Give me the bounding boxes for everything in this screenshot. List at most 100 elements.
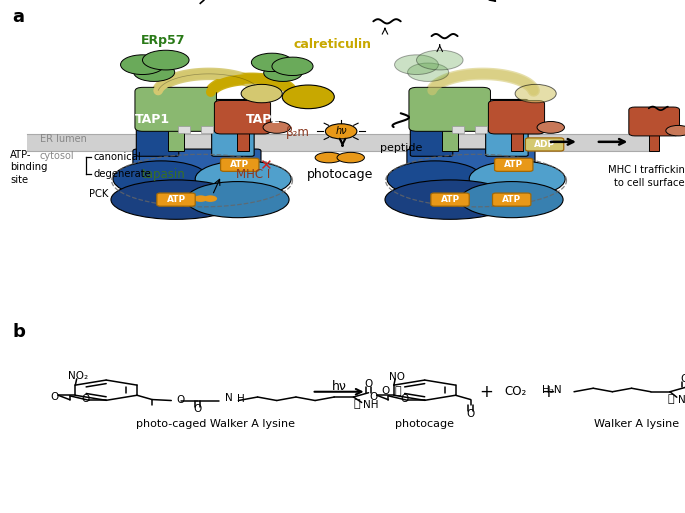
Bar	[178, 126, 190, 133]
Bar	[201, 126, 213, 133]
Text: ATP: ATP	[440, 195, 460, 204]
Ellipse shape	[537, 122, 564, 133]
Ellipse shape	[186, 182, 289, 218]
FancyBboxPatch shape	[431, 193, 469, 206]
Ellipse shape	[325, 124, 357, 139]
Text: H: H	[237, 394, 245, 404]
FancyBboxPatch shape	[493, 193, 531, 206]
Ellipse shape	[241, 84, 282, 103]
Ellipse shape	[666, 125, 685, 136]
Ellipse shape	[387, 161, 483, 197]
Text: ✕: ✕	[259, 158, 271, 173]
Ellipse shape	[282, 85, 334, 109]
Text: N: N	[225, 393, 232, 403]
Text: cytosol: cytosol	[40, 151, 75, 161]
FancyBboxPatch shape	[409, 87, 490, 131]
Ellipse shape	[121, 55, 164, 74]
Text: peptide: peptide	[379, 144, 422, 153]
Text: MHC I trafficking
to cell surface: MHC I trafficking to cell surface	[608, 165, 685, 188]
FancyBboxPatch shape	[488, 101, 545, 134]
Ellipse shape	[134, 63, 175, 82]
FancyBboxPatch shape	[157, 193, 195, 206]
Text: NH: NH	[678, 395, 685, 405]
Text: degenerate: degenerate	[94, 169, 151, 179]
Text: b: b	[12, 323, 25, 341]
FancyBboxPatch shape	[410, 100, 453, 156]
Ellipse shape	[337, 152, 364, 163]
Text: β₂m: β₂m	[286, 127, 310, 140]
Text: hν: hν	[332, 380, 347, 393]
Text: ͯ: ͯ	[667, 393, 674, 404]
Ellipse shape	[395, 55, 438, 74]
Ellipse shape	[194, 195, 208, 202]
Bar	[237, 126, 249, 151]
Text: ATP: ATP	[230, 161, 249, 169]
Bar	[475, 126, 487, 133]
Text: O: O	[466, 408, 475, 419]
Text: ATP: ATP	[166, 195, 186, 204]
Text: ERp57: ERp57	[141, 34, 185, 47]
Text: O: O	[364, 379, 373, 389]
FancyBboxPatch shape	[214, 101, 271, 134]
Text: O: O	[369, 391, 377, 402]
Ellipse shape	[515, 84, 556, 103]
Text: TAP1: TAP1	[135, 113, 171, 126]
FancyBboxPatch shape	[136, 100, 179, 156]
FancyBboxPatch shape	[133, 149, 261, 171]
Text: O: O	[381, 386, 389, 396]
FancyBboxPatch shape	[135, 87, 216, 131]
Ellipse shape	[385, 180, 515, 220]
Text: photocage: photocage	[307, 168, 373, 181]
Text: ͯ: ͯ	[395, 386, 401, 396]
Ellipse shape	[272, 57, 313, 75]
FancyBboxPatch shape	[495, 158, 533, 171]
Text: O: O	[400, 394, 408, 404]
Text: hν: hν	[336, 126, 347, 136]
Text: ATP: ATP	[502, 195, 521, 204]
Text: +: +	[479, 383, 493, 401]
Text: ADP: ADP	[534, 140, 555, 149]
Ellipse shape	[263, 122, 290, 133]
Text: photo-caged Walker A lysine: photo-caged Walker A lysine	[136, 419, 295, 429]
Ellipse shape	[416, 50, 463, 70]
Ellipse shape	[315, 152, 342, 163]
FancyBboxPatch shape	[629, 107, 680, 136]
Bar	[511, 126, 523, 151]
Text: O: O	[176, 394, 184, 405]
Text: O: O	[681, 374, 685, 384]
Bar	[168, 123, 184, 151]
Text: TAP2: TAP2	[246, 113, 282, 126]
Text: PCK: PCK	[89, 189, 108, 199]
FancyBboxPatch shape	[525, 138, 564, 151]
Ellipse shape	[111, 180, 241, 220]
Text: CO₂: CO₂	[504, 385, 526, 398]
Bar	[27, 134, 658, 151]
Text: O: O	[51, 391, 59, 402]
Bar	[442, 123, 458, 151]
Text: ͯ: ͯ	[353, 399, 360, 409]
FancyBboxPatch shape	[486, 100, 528, 156]
Text: H₂N: H₂N	[542, 385, 562, 395]
Ellipse shape	[460, 182, 563, 218]
Text: NO: NO	[388, 371, 405, 382]
Ellipse shape	[195, 161, 291, 197]
Text: canonical: canonical	[94, 152, 142, 162]
Text: a: a	[12, 8, 25, 26]
FancyBboxPatch shape	[212, 100, 254, 156]
Ellipse shape	[251, 53, 292, 72]
Text: photocage: photocage	[395, 419, 454, 429]
Text: O: O	[82, 394, 90, 404]
Ellipse shape	[142, 50, 189, 70]
Bar	[452, 126, 464, 133]
Ellipse shape	[469, 161, 565, 197]
Text: MHC I: MHC I	[236, 168, 271, 181]
Ellipse shape	[264, 64, 302, 82]
Text: NH: NH	[363, 400, 379, 410]
Ellipse shape	[113, 161, 209, 197]
Text: NO₂: NO₂	[68, 371, 88, 381]
Text: ER lumen: ER lumen	[40, 134, 86, 144]
Text: calreticulin: calreticulin	[293, 38, 371, 51]
Ellipse shape	[408, 63, 449, 82]
Text: Walker A lysine: Walker A lysine	[595, 419, 680, 429]
Text: ATP: ATP	[504, 161, 523, 169]
